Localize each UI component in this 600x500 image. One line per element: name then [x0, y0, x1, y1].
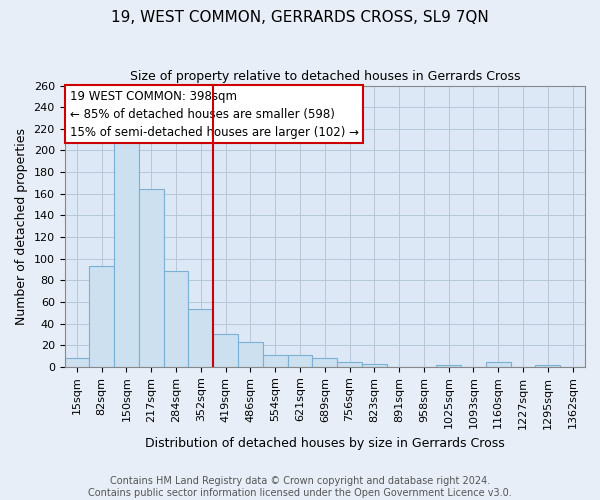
Text: 19 WEST COMMON: 398sqm
← 85% of detached houses are smaller (598)
15% of semi-de: 19 WEST COMMON: 398sqm ← 85% of detached… — [70, 90, 359, 139]
Y-axis label: Number of detached properties: Number of detached properties — [15, 128, 28, 324]
Bar — [213, 334, 238, 367]
Bar — [535, 364, 560, 367]
Bar — [238, 342, 263, 367]
Bar — [188, 310, 213, 367]
Bar — [337, 362, 362, 367]
Text: Contains HM Land Registry data © Crown copyright and database right 2024.
Contai: Contains HM Land Registry data © Crown c… — [88, 476, 512, 498]
X-axis label: Distribution of detached houses by size in Gerrards Cross: Distribution of detached houses by size … — [145, 437, 505, 450]
Title: Size of property relative to detached houses in Gerrards Cross: Size of property relative to detached ho… — [130, 70, 520, 83]
Bar — [65, 358, 89, 367]
Bar — [313, 358, 337, 367]
Bar — [362, 364, 387, 367]
Bar — [114, 136, 139, 367]
Bar — [164, 270, 188, 367]
Bar — [139, 190, 164, 367]
Bar — [436, 364, 461, 367]
Bar — [89, 266, 114, 367]
Text: 19, WEST COMMON, GERRARDS CROSS, SL9 7QN: 19, WEST COMMON, GERRARDS CROSS, SL9 7QN — [111, 10, 489, 25]
Bar — [486, 362, 511, 367]
Bar — [263, 355, 287, 367]
Bar — [287, 355, 313, 367]
